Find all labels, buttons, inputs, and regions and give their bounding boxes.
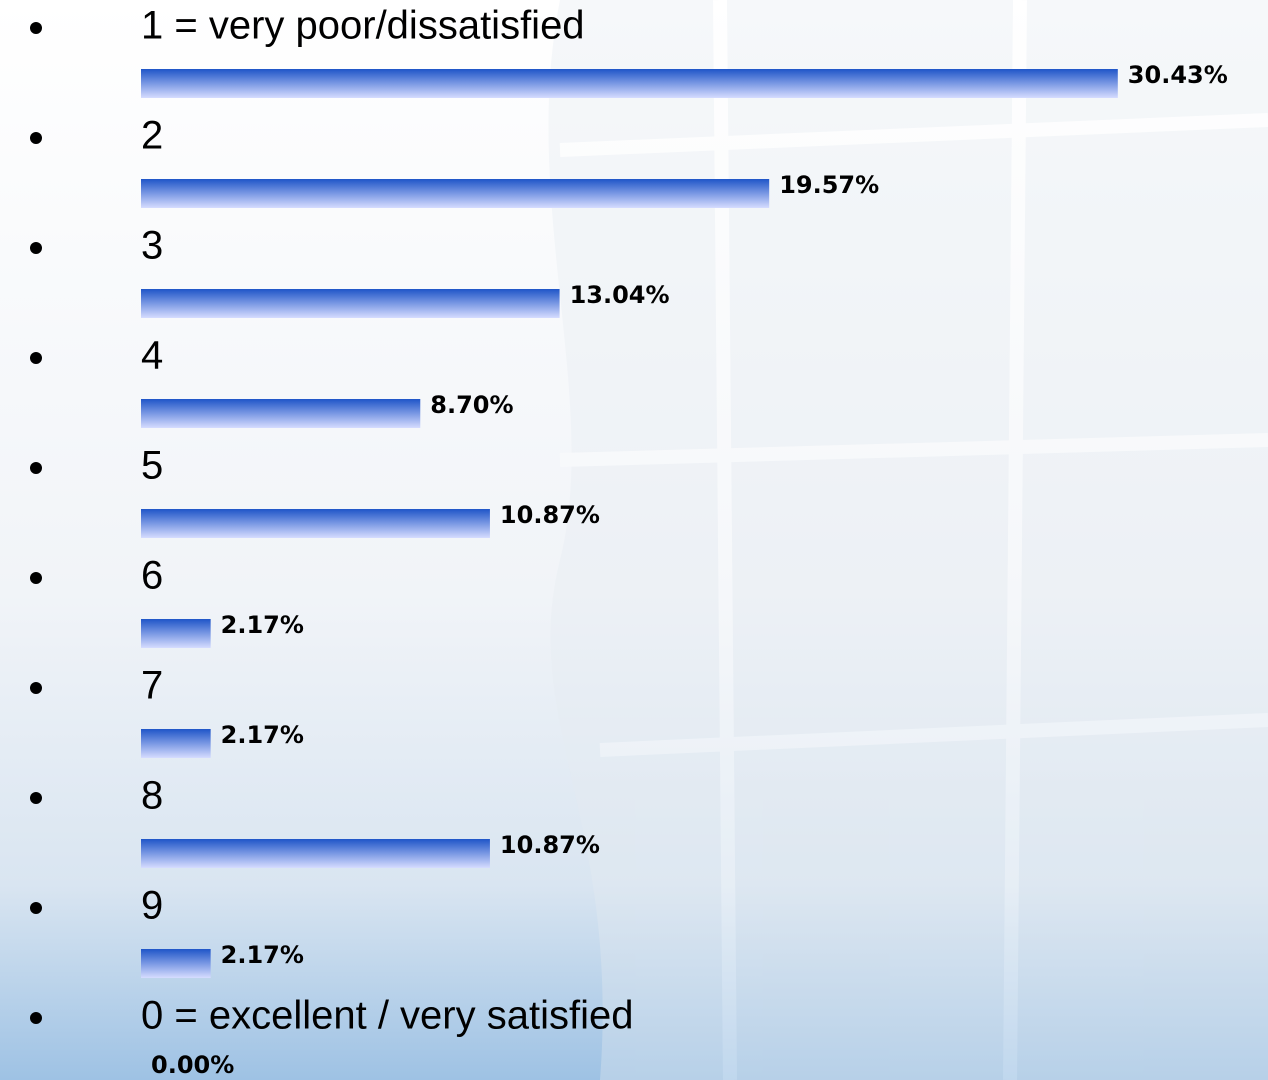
- category-label: 7: [141, 664, 163, 708]
- bullet: [30, 22, 42, 34]
- bar: [141, 729, 211, 758]
- bar: [141, 69, 1118, 98]
- category-label: 9: [141, 884, 163, 928]
- bar: [141, 619, 211, 648]
- bar: [141, 839, 490, 868]
- value-label: 8.70%: [430, 391, 513, 419]
- category-label: 5: [141, 444, 163, 488]
- bullet: [30, 352, 42, 364]
- bullet: [30, 462, 42, 474]
- bar: [141, 509, 490, 538]
- bullet: [30, 682, 42, 694]
- category-label: 8: [141, 774, 163, 818]
- category-label: 2: [141, 114, 163, 158]
- background-shelf: [548, 0, 1268, 1080]
- bullet: [30, 902, 42, 914]
- silhouette: [548, 0, 1268, 1080]
- bullet: [30, 132, 42, 144]
- category-label: 1 = very poor/dissatisfied: [141, 4, 585, 48]
- shelf-line: [720, 0, 730, 1080]
- bullet: [30, 572, 42, 584]
- value-label: 2.17%: [221, 611, 304, 639]
- bar: [141, 949, 211, 978]
- value-label: 10.87%: [500, 501, 600, 529]
- category-label: 0 = excellent / very satisfied: [141, 994, 633, 1038]
- value-label: 0.00%: [151, 1051, 234, 1079]
- bar: [141, 179, 769, 208]
- value-label: 19.57%: [779, 171, 879, 199]
- category-label: 6: [141, 554, 163, 598]
- category-label: 3: [141, 224, 163, 268]
- bullet: [30, 792, 42, 804]
- bullet: [30, 1012, 42, 1024]
- bar: [141, 289, 560, 318]
- value-label: 13.04%: [570, 281, 670, 309]
- bullet: [30, 242, 42, 254]
- category-label: 4: [141, 334, 163, 378]
- chart: 1 = very poor/dissatisfied 30.43% 2 19.57% 3…: [0, 0, 1268, 1080]
- shelf-line: [1010, 0, 1020, 1080]
- value-label: 2.17%: [221, 721, 304, 749]
- bar: [141, 399, 420, 428]
- value-label: 30.43%: [1128, 61, 1228, 89]
- value-label: 10.87%: [500, 831, 600, 859]
- value-label: 2.17%: [221, 941, 304, 969]
- page: 1 = very poor/dissatisfied 30.43% 2 19.57% 3…: [0, 0, 1268, 1080]
